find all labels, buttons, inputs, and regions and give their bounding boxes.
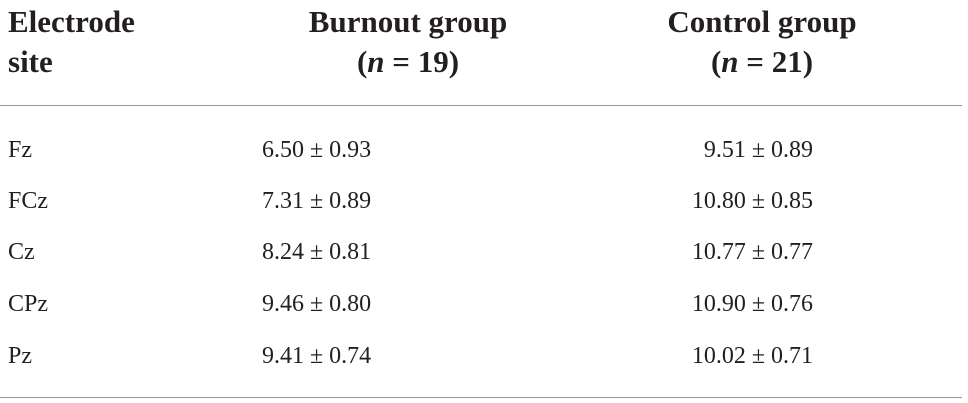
value-cell: 10.77 ± 0.77	[691, 239, 813, 265]
header-line: (n = 21)	[612, 42, 912, 82]
header-line: Burnout group	[258, 2, 558, 42]
header-line: Control group	[612, 2, 912, 42]
value-cell: 8.24 ± 0.81	[262, 239, 372, 265]
header-text: = 19)	[384, 44, 460, 79]
header-rule	[0, 105, 962, 106]
value-cell: 9.41 ± 0.74	[262, 343, 372, 369]
header-line: (n = 19)	[258, 42, 558, 82]
site-cell: Fz	[8, 137, 32, 163]
header-text: Control group	[667, 4, 857, 39]
value-cell: 6.50 ± 0.93	[262, 137, 372, 163]
site-cell: Pz	[8, 343, 32, 369]
bottom-rule	[0, 397, 962, 398]
value-cell: 10.90 ± 0.76	[691, 291, 813, 317]
header-symbol: n	[367, 44, 385, 79]
header-symbol: n	[721, 44, 739, 79]
value-cell: 9.46 ± 0.80	[262, 291, 372, 317]
header-text: site	[8, 44, 53, 79]
header-text: Electrode	[8, 4, 135, 39]
site-cell: Cz	[8, 239, 35, 265]
column-header: Electrode site	[8, 2, 258, 82]
header-text: (	[356, 44, 368, 79]
header-line: site	[8, 42, 258, 82]
site-cell: CPz	[8, 291, 49, 317]
header-line: Electrode	[8, 2, 258, 42]
header-text: Burnout group	[308, 4, 508, 39]
value-cell: 10.02 ± 0.71	[691, 343, 813, 369]
site-cell: FCz	[8, 188, 49, 214]
header-text: (	[710, 44, 722, 79]
column-header: Control group (n = 21)	[612, 2, 912, 82]
value-cell: 7.31 ± 0.89	[262, 188, 372, 214]
value-cell: 9.51 ± 0.89	[703, 137, 813, 163]
value-cell: 10.80 ± 0.85	[691, 188, 813, 214]
header-text: = 21)	[738, 44, 814, 79]
column-header: Burnout group (n = 19)	[258, 2, 558, 82]
